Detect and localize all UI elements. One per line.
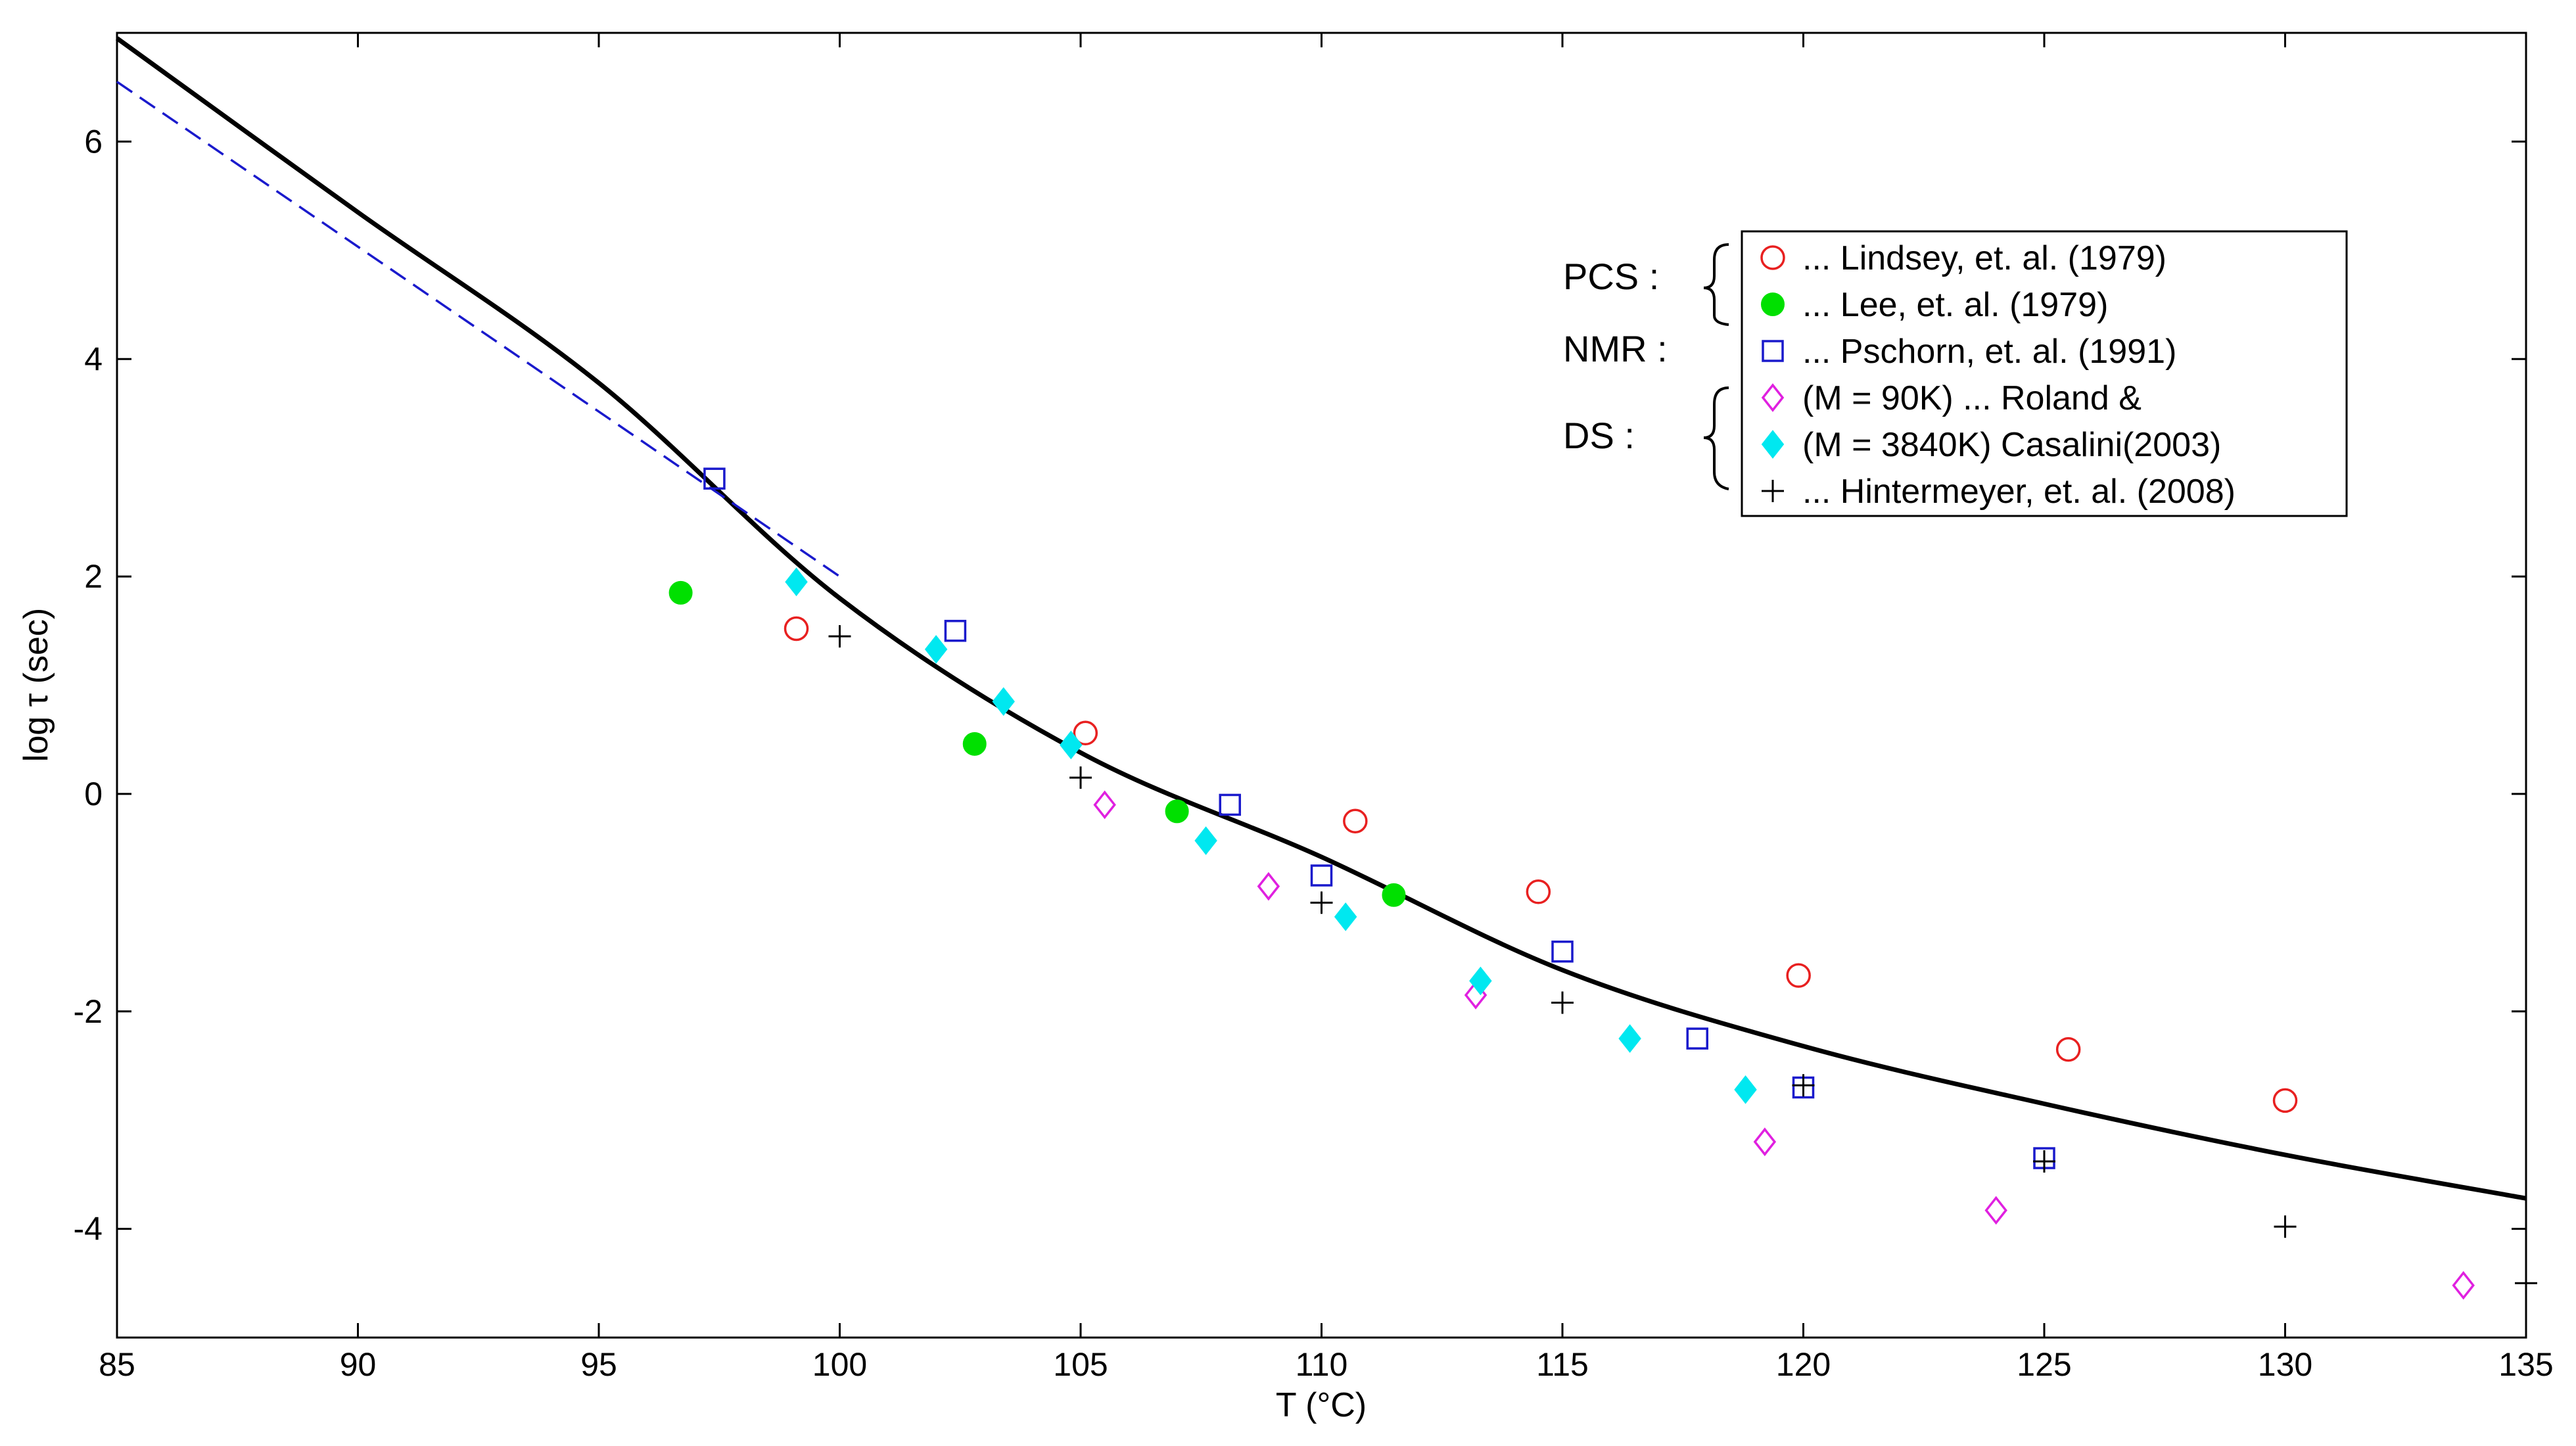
y-tick-label: 2 [84,558,103,595]
legend: PCS : NMR : DS : ... Lindsey, et. al. (1… [1563,230,2348,517]
y-axis-ticks: -4 -2 0 2 4 6 [74,123,2526,1248]
point-lindsey [784,616,809,641]
point-lindsey [1526,879,1551,904]
y-tick-label: 0 [84,776,103,812]
point-hintermeyer [828,625,851,648]
point-pschorn [1551,941,1574,963]
point-pschorn [703,467,726,490]
y-tick-label: -2 [74,993,103,1030]
point-roland90k [1753,1127,1777,1157]
point-pschorn [1686,1027,1708,1050]
legend-group-nmr: NMR : [1563,328,1668,369]
point-pschorn [1219,793,1241,816]
y-tick-label: -4 [74,1211,103,1248]
point-lindsey [1343,808,1368,834]
legend-marker-roland90k [1761,383,1785,412]
point-hintermeyer [2274,1215,2297,1238]
point-lindsey [2272,1088,2298,1113]
x-tick-label: 105 [1053,1346,1108,1383]
legend-label-pschorn: ... Pschorn, et. al. (1991) [1802,333,2176,371]
point-hintermeyer [1792,1074,1815,1097]
points [668,467,2537,1300]
legend-label-roland90k: (M = 90K) ... Roland & [1802,379,2142,417]
y-axis-title: log τ (sec) [17,608,55,762]
x-tick-label: 115 [1536,1346,1589,1383]
legend-marker-lindsey [1760,245,1785,270]
legend-marker-roland3840k [1761,430,1785,459]
point-lee [962,732,987,756]
x-tick-label: 95 [580,1346,617,1383]
legend-marker-hintermeyer [1762,480,1784,502]
point-hintermeyer [1551,991,1574,1014]
point-roland3840k [785,567,808,597]
x-tick-label: 100 [812,1346,867,1383]
y-tick-label: 4 [84,340,103,377]
point-roland3840k [1334,902,1357,931]
point-hintermeyer [2033,1150,2055,1173]
legend-group-pcs: PCS : [1563,256,1659,297]
point-lee [1165,799,1189,824]
legend-marker-lee [1761,292,1785,316]
point-roland90k [1984,1196,2007,1225]
legend-group-ds: DS : [1563,415,1635,456]
plot-area [116,32,2527,1339]
point-lindsey [1786,963,1811,988]
legend-brace-pcs [1703,243,1729,326]
legend-box [1741,230,2348,517]
point-pschorn [944,620,967,642]
point-roland3840k [1060,730,1083,760]
fit-curve [115,36,2527,1201]
x-tick-label: 110 [1296,1346,1348,1383]
point-lindsey [2055,1037,2081,1062]
lines [115,36,2527,1201]
legend-label-lindsey: ... Lindsey, et. al. (1979) [1802,239,2166,277]
point-hintermeyer [1310,891,1333,914]
dashed-line [116,80,841,578]
x-tick-label: 90 [340,1346,377,1383]
point-roland3840k [1734,1075,1757,1104]
point-roland3840k [1469,966,1492,996]
point-lindsey [1073,720,1098,746]
legend-label-lee: ... Lee, et. al. (1979) [1802,286,2108,324]
x-tick-label: 120 [1776,1346,1831,1383]
legend-label-hintermeyer: ... Hintermeyer, et. al. (2008) [1802,473,2236,511]
x-tick-label: 130 [2258,1346,2312,1383]
point-roland3840k [924,635,948,664]
point-roland90k [1257,872,1280,901]
point-lee [668,580,693,605]
legend-label-roland3840k: (M = 3840K) Casalini(2003) [1802,426,2221,464]
legend-brace-ds [1703,386,1729,490]
point-pschorn [1310,864,1333,887]
x-axis-ticks: 85 90 95 100 105 110 115 120 125 130 135 [99,33,2554,1383]
x-tick-label: 125 [2017,1346,2071,1383]
point-roland90k [2452,1271,2475,1300]
point-roland3840k [992,687,1015,716]
point-hintermeyer [2515,1272,2537,1295]
x-axis-title: T (°C) [1276,1386,1367,1424]
y-tick-label: 6 [84,123,103,160]
point-hintermeyer [1069,766,1092,789]
legend-marker-pschorn [1762,340,1784,362]
x-tick-label: 135 [2498,1346,2553,1383]
x-tick-label: 85 [99,1346,135,1383]
point-lee [1382,883,1406,907]
point-roland3840k [1194,826,1217,855]
point-roland3840k [1618,1024,1641,1053]
point-roland90k [1093,790,1116,820]
